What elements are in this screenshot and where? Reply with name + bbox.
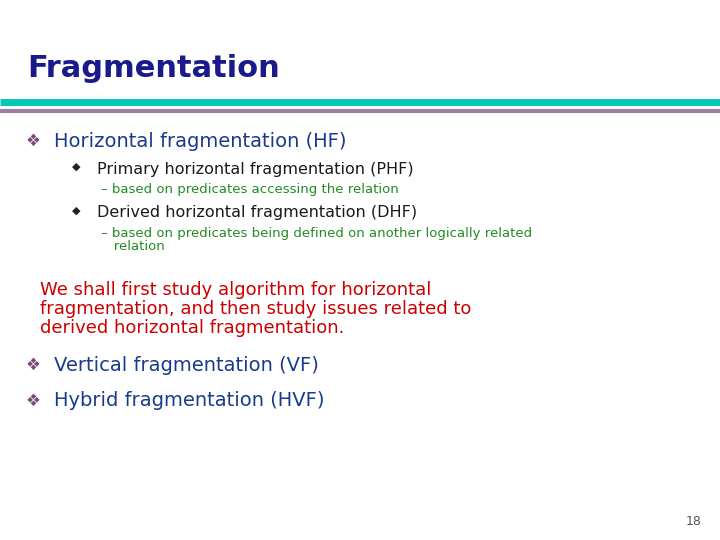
Text: 18: 18 [686,515,702,528]
Text: – based on predicates being defined on another logically related: – based on predicates being defined on a… [101,227,532,240]
Text: ◆: ◆ [72,162,81,172]
Text: ❖: ❖ [25,132,40,150]
Text: relation: relation [101,240,165,253]
Text: ❖: ❖ [25,356,40,374]
Text: Horizontal fragmentation (HF): Horizontal fragmentation (HF) [54,132,346,151]
Text: derived horizontal fragmentation.: derived horizontal fragmentation. [40,319,344,336]
Text: Derived horizontal fragmentation (DHF): Derived horizontal fragmentation (DHF) [97,205,418,220]
Text: – based on predicates accessing the relation: – based on predicates accessing the rela… [101,183,399,195]
Text: ◆: ◆ [72,205,81,215]
Text: We shall first study algorithm for horizontal: We shall first study algorithm for horiz… [40,281,431,299]
Text: Vertical fragmentation (VF): Vertical fragmentation (VF) [54,356,319,375]
Text: Hybrid fragmentation (HVF): Hybrid fragmentation (HVF) [54,392,325,410]
Text: Fragmentation: Fragmentation [27,54,280,83]
Text: Primary horizontal fragmentation (PHF): Primary horizontal fragmentation (PHF) [97,162,414,177]
Text: fragmentation, and then study issues related to: fragmentation, and then study issues rel… [40,300,471,318]
Text: ❖: ❖ [25,392,40,409]
